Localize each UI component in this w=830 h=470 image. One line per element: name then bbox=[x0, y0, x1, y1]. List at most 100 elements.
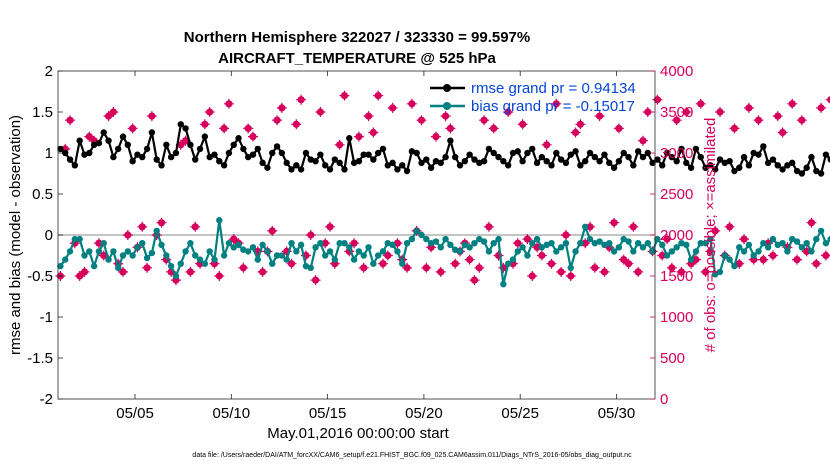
obs-count-cross bbox=[315, 107, 326, 117]
obs-count-cross bbox=[560, 230, 571, 240]
y-tick-label-right: 3500 bbox=[660, 104, 693, 121]
rmse-point bbox=[192, 156, 199, 163]
rmse-point bbox=[57, 145, 64, 153]
obs-count-cross bbox=[103, 111, 114, 122]
obs-count-cross bbox=[565, 271, 576, 281]
rmse-point bbox=[533, 159, 541, 167]
rmse-point bbox=[201, 133, 209, 140]
bias-point bbox=[697, 240, 704, 247]
rmse-point bbox=[716, 156, 724, 163]
bias-point bbox=[789, 235, 796, 243]
bias-point bbox=[187, 240, 194, 247]
bias-point bbox=[249, 244, 257, 251]
bias-point bbox=[374, 252, 382, 259]
rmse-point bbox=[750, 149, 757, 157]
obs-count-cross bbox=[219, 123, 230, 134]
obs-count-cross bbox=[469, 275, 480, 286]
bias-point bbox=[95, 248, 103, 255]
rmse-point bbox=[322, 162, 329, 169]
bias-point bbox=[606, 240, 613, 247]
bias-point bbox=[442, 235, 449, 243]
obs-count-cross bbox=[806, 217, 817, 228]
rmse-point bbox=[423, 156, 430, 163]
obs-count-cross bbox=[816, 102, 827, 113]
x-axis-label: May.01,2016 00:00:00 start bbox=[267, 425, 449, 442]
bias-point bbox=[134, 244, 141, 251]
bias-point bbox=[297, 241, 305, 249]
obs-count-cross bbox=[652, 94, 663, 105]
bias-point bbox=[384, 240, 391, 247]
bias-point bbox=[244, 248, 252, 255]
y-tick-label-left: 1.5 bbox=[32, 104, 53, 121]
rmse-point bbox=[615, 158, 623, 165]
bias-point bbox=[784, 248, 791, 255]
obs-count-cross bbox=[74, 271, 85, 281]
rmse-point bbox=[740, 153, 748, 161]
bias-point bbox=[736, 244, 743, 251]
obs-count-cross bbox=[724, 221, 735, 232]
obs-count-cross bbox=[710, 225, 721, 236]
obs-count-cross bbox=[305, 230, 316, 240]
rmse-point bbox=[399, 162, 406, 169]
rmse-point bbox=[360, 151, 367, 158]
obs-count-cross bbox=[479, 115, 490, 126]
obs-count-cross bbox=[570, 127, 581, 138]
bias-point bbox=[317, 240, 324, 247]
rmse-point bbox=[182, 125, 189, 132]
rmse-point bbox=[504, 162, 512, 169]
rmse-point bbox=[114, 145, 122, 153]
obs-count-cross bbox=[637, 135, 648, 146]
bias-point bbox=[769, 235, 777, 243]
rmse-point bbox=[196, 145, 204, 153]
rmse-point bbox=[100, 129, 107, 136]
rmse-point bbox=[711, 166, 719, 173]
obs-count-cross bbox=[609, 217, 620, 228]
obs-count-cross bbox=[777, 127, 788, 138]
rmse-point bbox=[244, 153, 252, 161]
rmse-point bbox=[813, 167, 820, 175]
rmse-point bbox=[427, 164, 435, 171]
rmse-point bbox=[774, 162, 781, 169]
bias-point bbox=[514, 248, 521, 255]
bias-point bbox=[427, 240, 435, 247]
rmse-point bbox=[249, 151, 257, 158]
bias-point bbox=[586, 235, 594, 243]
obs-count-cross bbox=[695, 98, 706, 109]
rmse-point bbox=[620, 149, 627, 157]
rmse-point bbox=[273, 143, 281, 150]
bias-point bbox=[485, 248, 493, 255]
bias-point bbox=[451, 246, 459, 253]
obs-count-cross bbox=[368, 127, 379, 138]
bias-point bbox=[225, 240, 233, 247]
obs-count-cross bbox=[488, 123, 499, 134]
rmse-point bbox=[736, 164, 743, 171]
rmse-point bbox=[514, 148, 521, 155]
rmse-point bbox=[172, 149, 180, 157]
obs-count-cross bbox=[676, 266, 687, 277]
obs-count-cross bbox=[223, 98, 234, 109]
bias-point bbox=[798, 244, 806, 251]
bias-point bbox=[230, 244, 237, 251]
rmse-point bbox=[745, 162, 753, 169]
bias-point bbox=[803, 240, 810, 247]
obs-count-cross bbox=[743, 102, 754, 113]
bias-point bbox=[731, 262, 738, 270]
obs-count-cross bbox=[435, 266, 446, 277]
rmse-point bbox=[187, 141, 194, 148]
rmse-point bbox=[302, 149, 310, 157]
obs-count-cross bbox=[334, 139, 345, 150]
obs-count-cross bbox=[445, 123, 456, 134]
y-tick-label-left: -1 bbox=[40, 309, 53, 326]
obs-count-cross bbox=[257, 266, 268, 277]
rmse-point bbox=[71, 162, 79, 169]
bias-point bbox=[630, 248, 637, 255]
bias-point bbox=[90, 262, 98, 270]
obs-count-cross bbox=[512, 238, 523, 249]
obs-count-cross bbox=[729, 123, 740, 134]
x-tick-label: 05/05 bbox=[116, 405, 154, 422]
rmse-point bbox=[148, 129, 156, 136]
obs-count-cross bbox=[681, 107, 692, 117]
rmse-point bbox=[129, 158, 136, 165]
obs-count-cross bbox=[190, 221, 201, 232]
bias-point bbox=[601, 241, 608, 249]
